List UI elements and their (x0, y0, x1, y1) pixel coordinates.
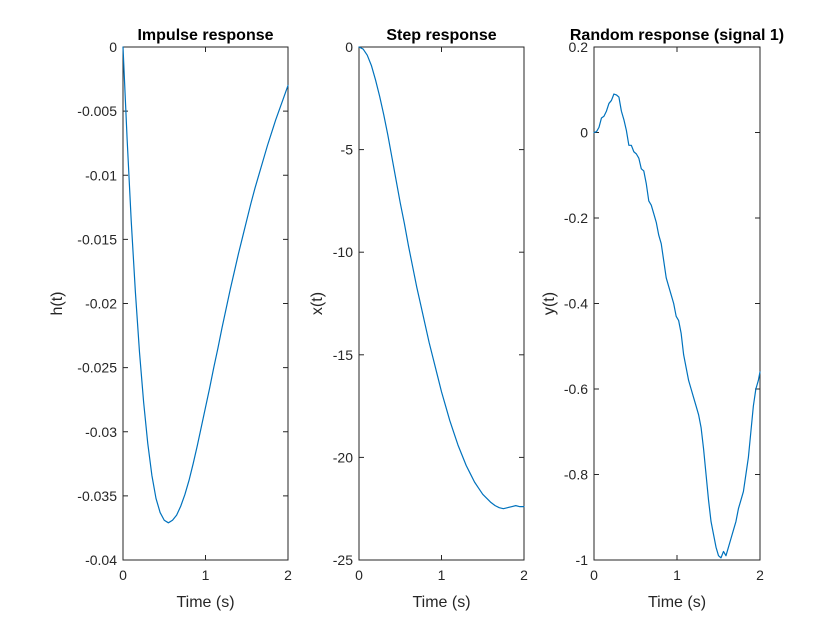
x-tick-label: 1 (438, 567, 446, 583)
y-tick-label: -0.005 (77, 103, 117, 119)
x-tick-label: 0 (355, 567, 363, 583)
y-tick-label: -0.4 (564, 296, 588, 312)
plot-title: Impulse response (137, 27, 273, 44)
x-axis-label: Time (s) (648, 594, 706, 611)
plot-title: Step response (386, 27, 496, 44)
y-tick-label: 0 (345, 39, 353, 55)
y-tick-label: -5 (341, 142, 354, 158)
y-tick-label: -0.015 (77, 231, 117, 247)
subplot-impulse-response: 0 1 2 -0.04 -0.035 -0.03 -0.025 -0.02 -0.015 -0.0… (49, 27, 292, 611)
ticks: 0 1 2 -25 -20 -15 -10 -5 0 (333, 39, 528, 583)
y-tick-label: -1 (576, 552, 589, 568)
y-tick-label: -0.025 (77, 360, 117, 376)
x-axis-label: Time (s) (176, 594, 234, 611)
y-tick-label: -0.8 (564, 467, 588, 483)
x-tick-label: 1 (202, 567, 210, 583)
y-axis-label: y(t) (541, 292, 558, 315)
y-tick-label: -0.01 (85, 167, 117, 183)
plot-title: Random response (signal 1) (570, 27, 784, 44)
y-tick-label: -20 (333, 449, 353, 465)
x-axis-label: Time (s) (412, 594, 470, 611)
ticks: 0 1 2 -0.04 -0.035 -0.03 -0.025 -0.02 -0.015 -0.0… (77, 39, 292, 583)
subplot-random-response: 0 1 2 -1 -0.8 -0.6 -0.4 -0.2 0 0.2 Random respons… (541, 27, 784, 611)
ticks: 0 1 2 -1 -0.8 -0.6 -0.4 -0.2 0 0.2 (564, 39, 764, 583)
x-tick-label: 0 (590, 567, 598, 583)
x-tick-label: 0 (119, 567, 127, 583)
impulse-response-line (122, 46, 289, 524)
y-tick-label: -0.04 (85, 552, 117, 568)
random-response-line (593, 93, 761, 559)
y-axis-label: h(t) (49, 292, 66, 316)
y-tick-label: -10 (333, 244, 353, 260)
x-tick-label: 1 (673, 567, 681, 583)
y-tick-label: 0 (580, 125, 588, 141)
subplot-step-response: 0 1 2 -25 -20 -15 -10 -5 0 Step response Time (s… (309, 27, 528, 611)
y-axis-label: x(t) (309, 292, 326, 315)
axes-box (593, 46, 761, 561)
x-tick-label: 2 (756, 567, 764, 583)
y-tick-label: -0.035 (77, 488, 117, 504)
step-response-line (358, 46, 525, 510)
y-tick-label: -15 (333, 347, 353, 363)
x-tick-label: 2 (284, 567, 292, 583)
y-tick-label: -0.2 (564, 210, 588, 226)
axes-box (122, 46, 289, 561)
y-tick-label: 0 (109, 39, 117, 55)
y-tick-label: -0.02 (85, 296, 117, 312)
y-tick-label: -0.03 (85, 424, 117, 440)
y-tick-label: 0.2 (569, 39, 589, 55)
x-tick-label: 2 (520, 567, 528, 583)
y-tick-label: -0.6 (564, 381, 588, 397)
axes-box (358, 46, 525, 561)
y-tick-label: -25 (333, 552, 353, 568)
